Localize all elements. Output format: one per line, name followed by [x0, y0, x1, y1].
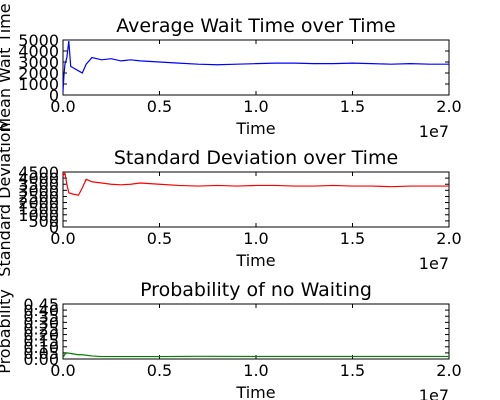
y-tick-label: 1500: [18, 200, 59, 219]
y-tick-label: 4500: [18, 163, 59, 182]
y-tick-label: 1000: [18, 75, 59, 94]
x-axis-label: Time: [235, 251, 275, 270]
y-tick-label: 0.40: [23, 301, 59, 320]
x-tick-label: 2.0: [436, 361, 461, 380]
y-tick-label: 0: [49, 218, 59, 237]
y-tick-label: 4000: [18, 169, 59, 188]
chart-title: Average Wait Time over Time: [116, 15, 396, 37]
x-tick-label: 1.0: [243, 361, 268, 380]
series-line: [62, 352, 449, 359]
subplot-2: Standard Deviation over Time 0.0 0.5 1.0 1.5…: [0, 122, 462, 276]
y-tick-label: 2500: [18, 187, 59, 206]
y-tick-label: 0.45: [23, 295, 59, 314]
y-tick-label: 2000: [18, 64, 59, 83]
y-tick-label: 0.10: [23, 338, 59, 357]
x-tick-label: 1.5: [340, 361, 365, 380]
axes-frame: [62, 39, 450, 96]
y-tick-label: 0.30: [23, 313, 59, 332]
y-tick-label: 1000: [18, 206, 59, 225]
y-tick-label: 0: [49, 86, 59, 105]
chart-title: Standard Deviation over Time: [114, 147, 398, 169]
y-tick-label: 0.25: [23, 319, 59, 338]
x-tick-label: 1.0: [243, 229, 268, 248]
y-axis-label: Mean Wait Time: [0, 3, 14, 131]
x-tick-label: 1.5: [340, 229, 365, 248]
y-tick-label: 2000: [18, 194, 59, 213]
y-tick-label: 0.15: [23, 332, 59, 351]
y-tick-label: 0.05: [23, 344, 59, 363]
series-line: [62, 41, 449, 92]
y-tick-label: 4000: [18, 42, 59, 61]
y-axis-label: Probability: [0, 289, 14, 374]
x-tick-label: 1.0: [243, 97, 268, 116]
y-tick-label: 3500: [18, 175, 59, 194]
y-axis-label: Standard Deviation: [0, 122, 14, 276]
x-tick-label: 2.0: [436, 229, 461, 248]
y-tick-label: 0.35: [23, 307, 59, 326]
x-axis-label: Time: [235, 119, 275, 138]
x-axis-offset-label: 1e7: [419, 122, 449, 141]
y-tick-label: 3000: [18, 53, 59, 72]
x-tick-label: 0.5: [147, 229, 172, 248]
series-line: [62, 171, 449, 196]
chart-title: Probability of no Waiting: [140, 279, 372, 301]
y-tick-label: 5000: [18, 31, 59, 50]
subplot-1: Average Wait Time over Time 0.0 0.5 1.0 1.5 2…: [0, 3, 462, 141]
x-axis-offset-label: 1e7: [419, 386, 449, 400]
x-tick-label: 0.0: [50, 229, 75, 248]
y-tick-label: 3000: [18, 181, 59, 200]
x-tick-label: 0.5: [147, 361, 172, 380]
y-tick-label: 500: [28, 212, 59, 231]
x-axis-offset-label: 1e7: [419, 254, 449, 273]
axes-frame: [62, 303, 450, 360]
x-tick-label: 0.0: [50, 361, 75, 380]
x-tick-label: 0.5: [147, 97, 172, 116]
subplot-3: Probability of no Waiting 0.0 0.5 1.0 1.5 2.0…: [0, 279, 462, 400]
axes-frame: [62, 171, 450, 228]
x-tick-label: 1.5: [340, 97, 365, 116]
x-tick-label: 2.0: [436, 97, 461, 116]
y-tick-label: 0.00: [23, 350, 59, 369]
x-axis-label: Time: [235, 383, 275, 400]
x-tick-label: 0.0: [50, 97, 75, 116]
y-tick-label: 0.20: [23, 326, 59, 345]
